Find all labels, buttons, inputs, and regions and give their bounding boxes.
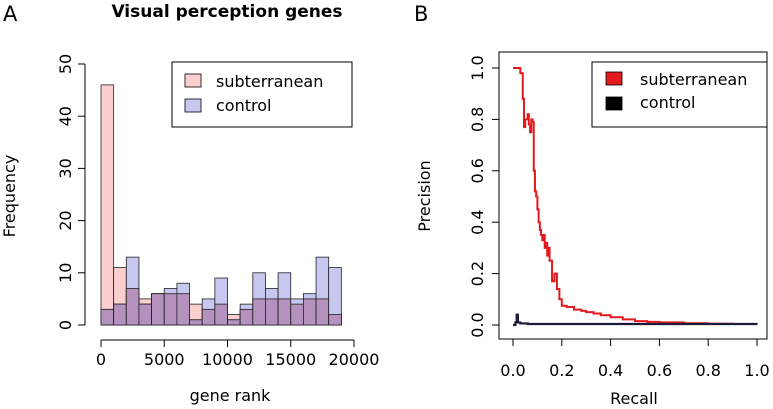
legend-label-subterranean: subterranean	[216, 72, 323, 91]
bar-overlap	[138, 303, 152, 326]
bar-overlap	[176, 293, 190, 326]
y-tick-label: 0.0	[468, 312, 487, 337]
y-tick-label: 20	[56, 210, 75, 230]
panel-b-label: B	[414, 2, 428, 26]
line-control	[513, 313, 757, 327]
x-tick-label: 1.0	[744, 361, 769, 380]
x-tick-label: 0.6	[647, 361, 672, 380]
legend-label-subterranean: subterranean	[640, 70, 747, 89]
x-tick-label: 0.2	[549, 361, 574, 380]
y-tick-label: 30	[56, 158, 75, 178]
x-tick-label: 10000	[202, 350, 253, 369]
bar-overlap	[201, 308, 216, 326]
x-axis-label: Recall	[610, 389, 658, 408]
bar-overlap	[302, 298, 317, 326]
panel-a-title: Visual perception genes	[111, 2, 342, 22]
bar-overlap	[290, 303, 304, 326]
bar-overlap	[252, 298, 266, 326]
y-tick-label: 0.2	[468, 261, 487, 286]
bar-overlap	[100, 308, 115, 326]
legend-label-control: control	[216, 96, 271, 115]
legend-swatch-control	[605, 96, 623, 111]
legend-swatch-subterranean	[184, 73, 202, 88]
y-tick-label: 0.8	[468, 107, 487, 132]
panel-b-precision-recall: B 0.00.20.40.60.81.0 0.0 0.2 0.4 0.6 0.8 1.0 …	[414, 2, 770, 408]
x-tick-label: 15000	[265, 350, 316, 369]
x-tick-label: 20000	[329, 350, 380, 369]
y-tick-label: 0.6	[468, 158, 487, 183]
bar-overlap	[265, 298, 279, 326]
panel-a-histogram: A Visual perception genes 0 10 20 30 40 50 0 5…	[0, 2, 379, 405]
bar-overlap	[227, 319, 241, 326]
line-subterranean	[513, 67, 758, 325]
x-axis-label: gene rank	[190, 386, 272, 405]
x-tick-label: 0	[96, 350, 106, 369]
x-tick-label: 5000	[144, 350, 185, 369]
bar-overlap	[277, 298, 292, 326]
x-tick-label: 0.0	[500, 361, 525, 380]
bar-overlap	[151, 293, 165, 326]
y-axis: 0.0 0.2 0.4 0.6 0.8 1.0	[468, 55, 499, 338]
y-tick-label: 0.4	[468, 209, 487, 234]
y-tick-label: 1.0	[468, 55, 487, 80]
bar-overlap	[239, 308, 254, 326]
y-axis: 0 10 20 30 40 50	[56, 54, 86, 330]
bar-overlap	[125, 288, 140, 326]
bar-overlap	[315, 298, 330, 326]
plot-frame	[498, 51, 768, 340]
control-bars	[100, 256, 342, 326]
bar-overlap	[328, 314, 342, 326]
x-tick-label: 0.4	[598, 361, 623, 380]
legend-box	[171, 61, 353, 128]
bar-subterranean	[100, 84, 115, 326]
legend: subterranean control	[591, 61, 768, 128]
panel-a-label: A	[3, 2, 18, 26]
y-tick-label: 10	[56, 263, 75, 283]
legend-swatch-control	[184, 98, 202, 113]
bar-overlap	[214, 303, 228, 326]
bar-overlap	[113, 303, 127, 326]
y-tick-label: 40	[56, 106, 75, 126]
y-tick-label: 50	[56, 54, 75, 74]
bar-overlap	[163, 293, 178, 326]
series-lines	[513, 67, 758, 327]
y-axis-label: Precision	[415, 160, 434, 231]
x-tick-label: 0.8	[695, 361, 720, 380]
x-axis: 0.0 0.2 0.4 0.6 0.8 1.0	[500, 339, 770, 380]
y-axis-label: Frequency	[0, 155, 19, 238]
bar-overlap	[189, 319, 203, 326]
legend-swatch-subterranean	[605, 71, 623, 86]
y-tick-label: 0	[56, 320, 75, 330]
x-axis: 0 5000 10000 15000 20000	[96, 339, 380, 369]
legend-label-control: control	[640, 93, 695, 112]
legend: subterranean control	[171, 61, 353, 128]
